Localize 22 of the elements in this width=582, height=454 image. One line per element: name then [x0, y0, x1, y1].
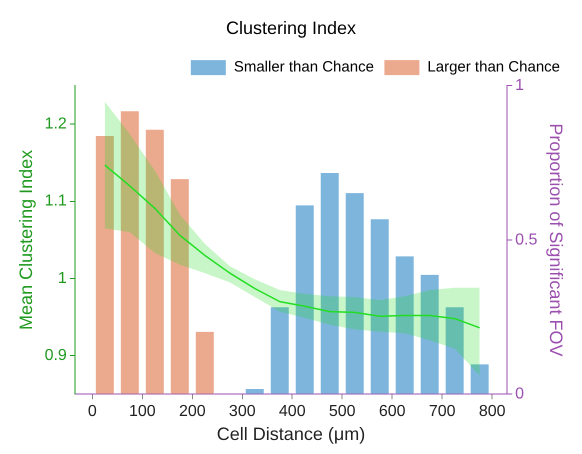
- legend-label: Larger than Chance: [427, 58, 560, 76]
- y2-tick-label: 0: [515, 386, 524, 403]
- x-tick-label: 700: [428, 403, 456, 420]
- x-tick-label: 400: [278, 403, 306, 420]
- y2-tick-label: 1: [515, 77, 524, 94]
- y-tick-label: 1.2: [44, 116, 67, 133]
- y-tick-label: 1.1: [44, 192, 67, 210]
- y-axis-title: Mean Clustering Index: [16, 150, 36, 330]
- y-tick-label: 0.9: [44, 347, 67, 364]
- x-tick-label: 200: [178, 403, 206, 420]
- legend-label: Smaller than Chance: [234, 58, 374, 76]
- x-tick-label: 100: [128, 403, 156, 420]
- x-tick-label: 0: [88, 403, 97, 420]
- x-tick-label: 800: [478, 403, 506, 420]
- y2-tick-label: 0.5: [515, 231, 538, 248]
- chart-title: Clustering Index: [226, 18, 356, 38]
- x-axis-title: Cell Distance (μm): [216, 424, 366, 444]
- x-tick-label: 500: [328, 403, 356, 420]
- x-tick-label: 300: [228, 403, 256, 420]
- y2-axis-title: Proportion of Significant FOV: [546, 123, 566, 356]
- x-tick-label: 600: [378, 403, 406, 420]
- y-tick-label: 1: [58, 270, 67, 287]
